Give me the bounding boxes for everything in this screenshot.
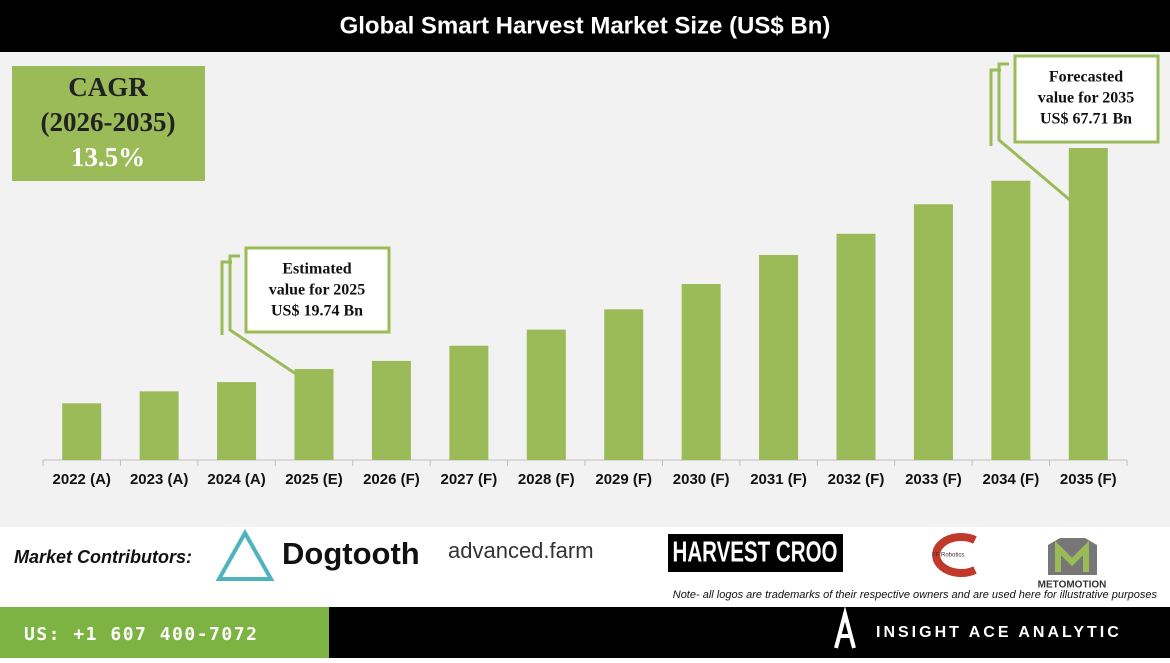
x-tick-label: 2030 (F) <box>673 471 730 488</box>
x-tick-label: 2023 (A) <box>130 471 188 488</box>
bar <box>449 345 489 460</box>
bar <box>991 180 1031 460</box>
bar <box>294 369 334 460</box>
logo-harvest-croo: HARVEST CROO <box>673 537 838 569</box>
logo-advanced-farm: advanced.farm <box>448 538 594 563</box>
bar <box>139 391 179 460</box>
logo-dogtooth: Dogtooth <box>282 536 420 571</box>
bar <box>1068 148 1108 460</box>
x-tick-label: 2032 (F) <box>828 471 885 488</box>
bar <box>759 254 799 460</box>
note: Note- all logos are trademarks of their … <box>673 589 1158 601</box>
bar <box>62 403 102 460</box>
cagr-period: (2026-2035) <box>41 107 176 137</box>
brand-icon <box>834 606 856 649</box>
bar <box>604 309 644 460</box>
bar <box>371 360 411 460</box>
bar <box>913 204 953 460</box>
annotation-text: value for 2035 <box>1038 90 1135 107</box>
contributors-label: Market Contributors: <box>14 547 192 567</box>
annotation-text: US$ 19.74 Bn <box>271 303 363 320</box>
harvest-croo-bg <box>668 534 843 572</box>
cagr-box <box>12 66 205 181</box>
x-tick-label: 2028 (F) <box>518 471 575 488</box>
annotation-text: Forecasted <box>1049 69 1123 86</box>
x-tick-label: 2029 (F) <box>595 471 652 488</box>
title-bar <box>0 0 1170 52</box>
x-tick-label: 2026 (F) <box>363 471 420 488</box>
x-tick-label: 2024 (A) <box>207 471 265 488</box>
metomotion-m <box>1055 540 1089 572</box>
title: Global Smart Harvest Market Size (US$ Bn… <box>340 12 831 39</box>
dogtooth-icon <box>215 528 275 581</box>
cagr-value: 13.5% <box>71 142 145 172</box>
phone: US: +1 607 400-7072 <box>24 624 258 645</box>
x-tick-label: 2033 (F) <box>905 471 962 488</box>
annotation-text: value for 2025 <box>269 282 366 299</box>
x-tick-label: 2034 (F) <box>983 471 1040 488</box>
cagr-label: CAGR <box>68 72 148 102</box>
callout-lines <box>220 54 1160 376</box>
x-tick-label: 2035 (F) <box>1060 471 1117 488</box>
x-tick-label: 2027 (F) <box>441 471 498 488</box>
x-tick-label: 2022 (A) <box>53 471 111 488</box>
phone-bar <box>0 607 329 658</box>
x-tick-label: 2025 (E) <box>285 471 343 488</box>
ff-robotics-icon <box>932 533 977 577</box>
brand: INSIGHT ACE ANALYTIC <box>876 624 1122 641</box>
logo-ff-robotics: FF Robotics <box>932 553 964 559</box>
logo-metomotion: METOMOTION <box>1038 580 1107 591</box>
annotation-text: US$ 67.71 Bn <box>1040 111 1132 128</box>
annotation-text: Estimated <box>282 261 351 278</box>
bar <box>836 233 876 460</box>
bar <box>681 283 721 460</box>
brand-bar <box>329 607 1170 658</box>
x-tick-label: 2031 (F) <box>750 471 807 488</box>
bar <box>526 329 566 460</box>
bar <box>217 382 257 460</box>
